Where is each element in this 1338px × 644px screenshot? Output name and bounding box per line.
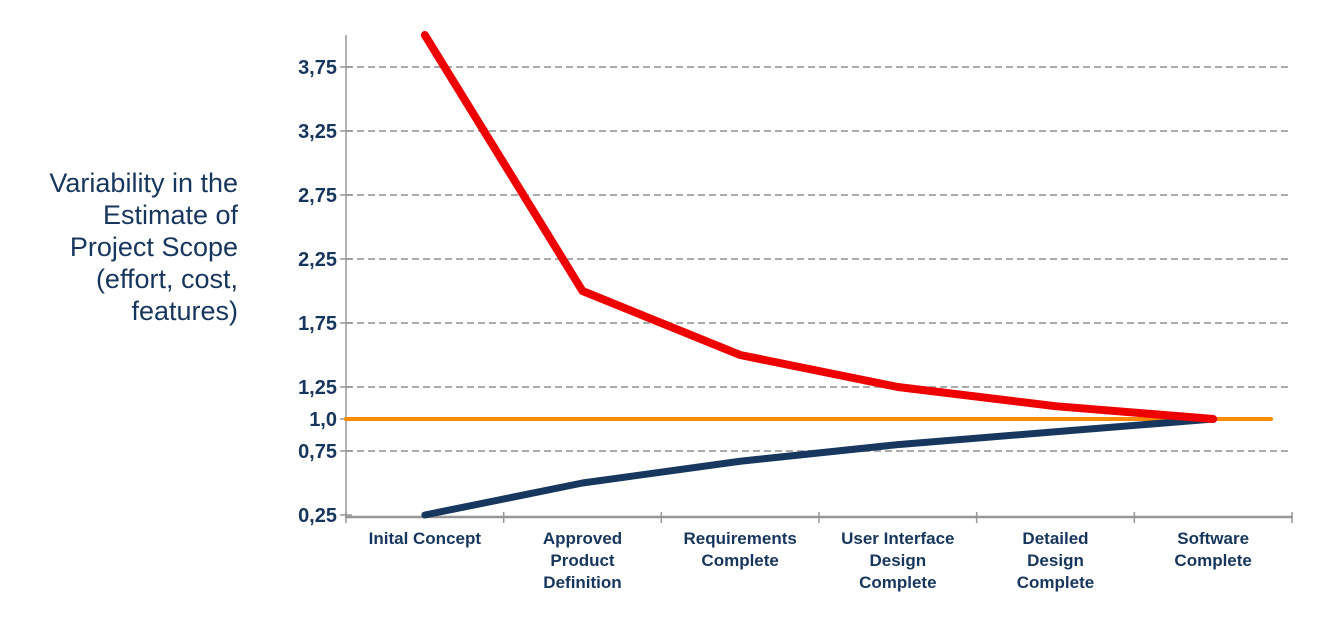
y-axis-title: Variability in the Estimate of Project S… [49,168,238,326]
y-tick-label: 3,75 [298,57,337,79]
y-tick-label: 1,25 [298,377,337,399]
y-tick-label: 1,75 [298,313,337,335]
series-lower-estimate-bound [421,415,1217,519]
y-tick-label: 3,25 [298,121,337,143]
series-upper-estimate-bound [420,31,1218,423]
y-tick-label: 2,25 [298,249,337,271]
y-tick-label: 0,25 [298,505,337,527]
y-tick-label: 2,75 [298,185,337,207]
y-tick-label: 1,0 [309,409,337,431]
y-tick-label: 0,75 [298,441,337,463]
